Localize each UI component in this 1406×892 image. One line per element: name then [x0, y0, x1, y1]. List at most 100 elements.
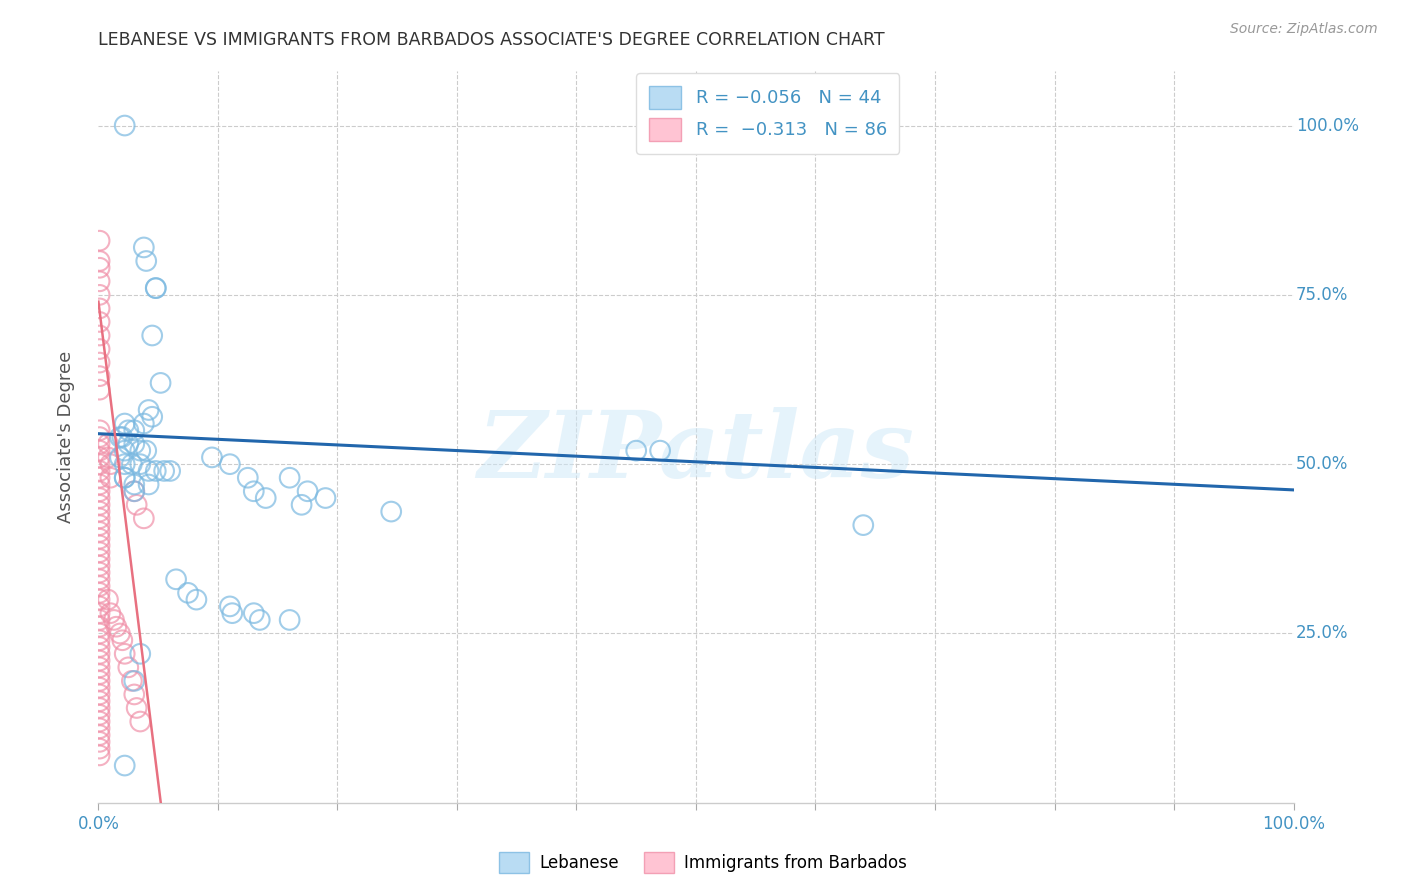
Point	[111, 633, 134, 648]
Point	[290, 498, 312, 512]
Point	[278, 471, 301, 485]
Point	[89, 714, 111, 729]
Point	[89, 572, 111, 586]
Point	[132, 240, 155, 254]
Point	[89, 545, 111, 559]
Point	[98, 471, 122, 485]
Text: 100.0%: 100.0%	[1296, 117, 1360, 135]
Point	[89, 524, 111, 539]
Point	[89, 498, 111, 512]
Point	[89, 383, 111, 397]
Point	[124, 673, 146, 688]
Point	[89, 620, 111, 634]
Point	[315, 491, 337, 505]
Legend: Lebanese, Immigrants from Barbados: Lebanese, Immigrants from Barbados	[492, 846, 914, 880]
Point	[124, 688, 146, 702]
Point	[124, 484, 146, 499]
Point	[89, 471, 111, 485]
Point	[89, 491, 111, 505]
Point	[89, 654, 111, 668]
Point	[114, 647, 136, 661]
Point	[89, 579, 111, 593]
Point	[89, 532, 111, 546]
Point	[89, 315, 111, 329]
Point	[89, 484, 111, 499]
Point	[221, 606, 243, 620]
Point	[89, 260, 111, 275]
Point	[89, 328, 111, 343]
Point	[624, 443, 647, 458]
Point	[89, 606, 111, 620]
Point	[145, 464, 167, 478]
Point	[852, 518, 875, 533]
Point	[89, 254, 111, 268]
Point	[89, 586, 111, 600]
Point	[135, 443, 157, 458]
Point	[121, 673, 143, 688]
Point	[89, 660, 111, 674]
Point	[165, 572, 187, 586]
Point	[89, 511, 111, 525]
Text: 50.0%: 50.0%	[1296, 455, 1348, 473]
Point	[89, 728, 111, 742]
Point	[135, 254, 157, 268]
Point	[89, 748, 111, 763]
Point	[138, 464, 160, 478]
Text: Source: ZipAtlas.com: Source: ZipAtlas.com	[1230, 22, 1378, 37]
Point	[89, 443, 111, 458]
Point	[132, 417, 155, 431]
Point	[177, 586, 200, 600]
Point	[89, 369, 111, 384]
Point	[89, 518, 111, 533]
Point	[117, 660, 139, 674]
Point	[124, 484, 146, 499]
Point	[254, 491, 277, 505]
Point	[114, 457, 136, 471]
Point	[89, 430, 111, 444]
Point	[249, 613, 271, 627]
Point	[236, 471, 259, 485]
Point	[108, 430, 131, 444]
Point	[114, 119, 136, 133]
Y-axis label: Associate's Degree: Associate's Degree	[56, 351, 75, 524]
Point	[105, 620, 128, 634]
Text: 25.0%: 25.0%	[1296, 624, 1348, 642]
Point	[89, 558, 111, 573]
Point	[124, 423, 146, 437]
Point	[89, 688, 111, 702]
Point	[145, 281, 167, 295]
Point	[648, 443, 672, 458]
Point	[89, 667, 111, 681]
Point	[201, 450, 224, 465]
Legend: R = −0.056   N = 44, R =  −0.313   N = 86: R = −0.056 N = 44, R = −0.313 N = 86	[636, 73, 900, 153]
Point	[243, 484, 266, 499]
Point	[278, 613, 301, 627]
Point	[114, 471, 136, 485]
Point	[141, 328, 163, 343]
Point	[97, 450, 120, 465]
Point	[243, 606, 266, 620]
Point	[132, 511, 155, 525]
Point	[89, 423, 111, 437]
Point	[89, 288, 111, 302]
Point	[89, 633, 111, 648]
Point	[89, 450, 111, 465]
Point	[89, 681, 111, 695]
Point	[149, 376, 172, 390]
Point	[89, 701, 111, 715]
Point	[125, 701, 148, 715]
Point	[89, 592, 111, 607]
Point	[89, 457, 111, 471]
Point	[124, 437, 146, 451]
Point	[219, 599, 242, 614]
Point	[114, 758, 136, 772]
Point	[89, 626, 111, 640]
Point	[97, 592, 120, 607]
Point	[97, 437, 120, 451]
Point	[114, 443, 136, 458]
Point	[117, 423, 139, 437]
Point	[129, 647, 152, 661]
Point	[108, 450, 131, 465]
Point	[89, 707, 111, 722]
Point	[98, 606, 122, 620]
